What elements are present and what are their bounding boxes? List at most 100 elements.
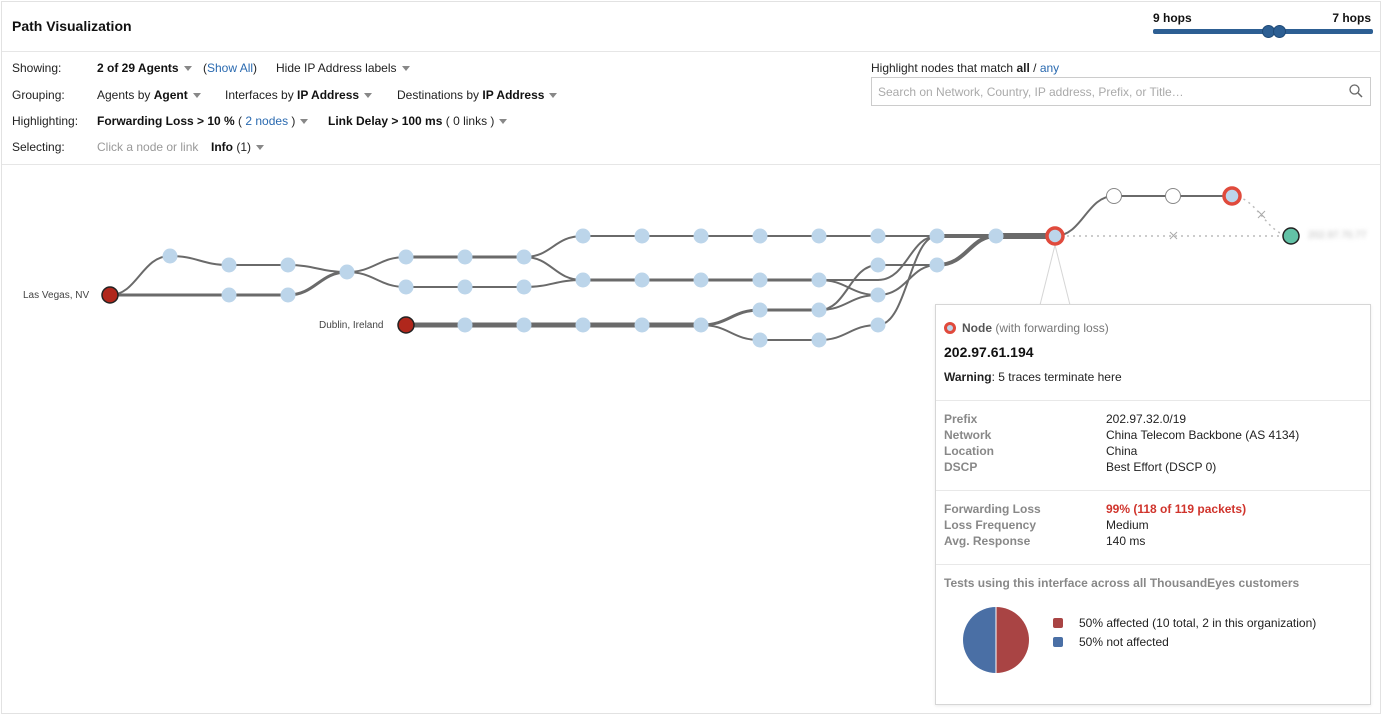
page-title: Path Visualization xyxy=(12,18,132,34)
graph-link[interactable] xyxy=(287,264,348,273)
group-destinations-value: IP Address xyxy=(482,88,545,102)
hop-node[interactable] xyxy=(811,272,827,288)
hop-node[interactable] xyxy=(280,287,296,303)
legend-not-affected-label: 50% not affected xyxy=(1079,635,1169,649)
destination-label: 202.97.70.77 xyxy=(1308,230,1367,241)
selecting-hint: Click a node or link xyxy=(97,140,199,154)
hop-node-forwarding-loss[interactable] xyxy=(1222,186,1242,206)
hop-node[interactable] xyxy=(339,264,355,280)
group-interfaces-dropdown[interactable]: Interfaces by IP Address xyxy=(225,88,373,102)
hop-node[interactable] xyxy=(457,317,473,333)
graph-link[interactable] xyxy=(699,308,762,327)
hop-node[interactable] xyxy=(457,249,473,265)
hop-node-unresponsive[interactable] xyxy=(1165,188,1181,204)
node-type-label: Node xyxy=(962,321,992,335)
group-agents-dropdown[interactable]: Agents by Agent xyxy=(97,88,201,102)
path-graph[interactable] xyxy=(2,165,1382,715)
hops-slider-handle-right[interactable] xyxy=(1273,25,1286,38)
node-ip: 202.97.61.194 xyxy=(944,344,1034,360)
hop-node[interactable] xyxy=(221,257,237,273)
hop-node[interactable] xyxy=(162,248,178,264)
hop-node[interactable] xyxy=(693,272,709,288)
graph-link[interactable] xyxy=(1054,195,1115,237)
delay-highlight-dropdown[interactable]: Link Delay > 100 ms ( 0 links ) xyxy=(328,114,508,128)
graph-link[interactable] xyxy=(286,270,349,297)
graph-link[interactable] xyxy=(877,235,938,281)
graph-link[interactable] xyxy=(346,256,407,273)
show-all-link[interactable]: Show All xyxy=(207,61,254,75)
graph-link[interactable] xyxy=(700,324,761,341)
loss-markers xyxy=(1169,210,1266,240)
graph-link[interactable] xyxy=(169,255,230,266)
node-search-input[interactable] xyxy=(872,78,1342,105)
hop-node[interactable] xyxy=(457,279,473,295)
hop-node[interactable] xyxy=(634,317,650,333)
info-pointer xyxy=(1039,244,1071,306)
hide-ip-dropdown[interactable]: Hide IP Address labels xyxy=(276,61,410,75)
path-graph-canvas[interactable]: Las Vegas, NV Dublin, Ireland 202.97.70.… xyxy=(2,165,1382,715)
loss-highlight-dropdown[interactable]: Forwarding Loss > 10 % ( 2 nodes ) xyxy=(97,114,309,128)
graph-link[interactable] xyxy=(877,235,938,326)
hop-node[interactable] xyxy=(752,228,768,244)
chevron-down-icon xyxy=(549,93,558,99)
hop-node[interactable] xyxy=(280,257,296,273)
hop-node[interactable] xyxy=(988,228,1004,244)
hop-node[interactable] xyxy=(398,249,414,265)
hop-node[interactable] xyxy=(693,317,709,333)
hop-node[interactable] xyxy=(870,287,886,303)
hop-node[interactable] xyxy=(929,228,945,244)
node-info-panel: Node (with forwarding loss) 202.97.61.19… xyxy=(935,304,1371,705)
hop-node[interactable] xyxy=(516,279,532,295)
graph-link[interactable] xyxy=(523,279,584,288)
graph-link[interactable] xyxy=(523,256,584,281)
hop-node[interactable] xyxy=(693,228,709,244)
hop-node[interactable] xyxy=(752,272,768,288)
destination-node[interactable] xyxy=(1282,227,1300,245)
group-destinations-dropdown[interactable]: Destinations by IP Address xyxy=(397,88,558,102)
hop-node[interactable] xyxy=(752,302,768,318)
match-all-option[interactable]: all xyxy=(1016,61,1030,75)
hop-node[interactable] xyxy=(634,228,650,244)
hop-node[interactable] xyxy=(811,332,827,348)
detail-value: Best Effort (DSCP 0) xyxy=(1106,460,1217,474)
metric-key: Forwarding Loss xyxy=(944,502,1041,516)
graph-link[interactable] xyxy=(935,234,998,267)
hop-node[interactable] xyxy=(752,332,768,348)
agents-value: 2 of 29 Agents xyxy=(97,61,179,75)
hop-node[interactable] xyxy=(870,257,886,273)
hop-node[interactable] xyxy=(221,287,237,303)
agents-dropdown[interactable]: 2 of 29 Agents xyxy=(97,61,192,75)
chevron-down-icon xyxy=(300,119,309,125)
graph-link[interactable] xyxy=(109,255,171,296)
hop-node[interactable] xyxy=(811,302,827,318)
hop-node[interactable] xyxy=(811,228,827,244)
chevron-down-icon xyxy=(192,93,201,99)
selected-node-forwarding-loss[interactable] xyxy=(1045,226,1065,246)
graph-link-dotted[interactable] xyxy=(1231,195,1292,237)
detail-value: China xyxy=(1106,444,1138,458)
graph-link[interactable] xyxy=(818,324,879,341)
hop-node[interactable] xyxy=(634,272,650,288)
info-header-section: Node (with forwarding loss) 202.97.61.19… xyxy=(936,305,1370,401)
hop-node[interactable] xyxy=(516,317,532,333)
match-any-option[interactable]: any xyxy=(1039,61,1060,75)
agent-node-dublin[interactable] xyxy=(397,316,415,334)
chevron-down-icon xyxy=(364,93,373,99)
graph-link[interactable] xyxy=(346,271,407,288)
hop-node[interactable] xyxy=(575,228,591,244)
hop-node-unresponsive[interactable] xyxy=(1106,188,1122,204)
agent-node-las-vegas[interactable] xyxy=(101,286,119,304)
hop-node[interactable] xyxy=(516,249,532,265)
hop-node[interactable] xyxy=(398,279,414,295)
graph-link[interactable] xyxy=(818,264,879,311)
hop-node[interactable] xyxy=(870,317,886,333)
hop-node[interactable] xyxy=(575,317,591,333)
info-dropdown[interactable]: Info (1) xyxy=(211,140,265,154)
search-icon[interactable] xyxy=(1348,83,1364,99)
hop-node[interactable] xyxy=(575,272,591,288)
loss-highlight-count[interactable]: 2 nodes xyxy=(245,114,289,128)
hop-node[interactable] xyxy=(929,257,945,273)
hop-node[interactable] xyxy=(870,228,886,244)
graph-link[interactable] xyxy=(523,235,584,258)
